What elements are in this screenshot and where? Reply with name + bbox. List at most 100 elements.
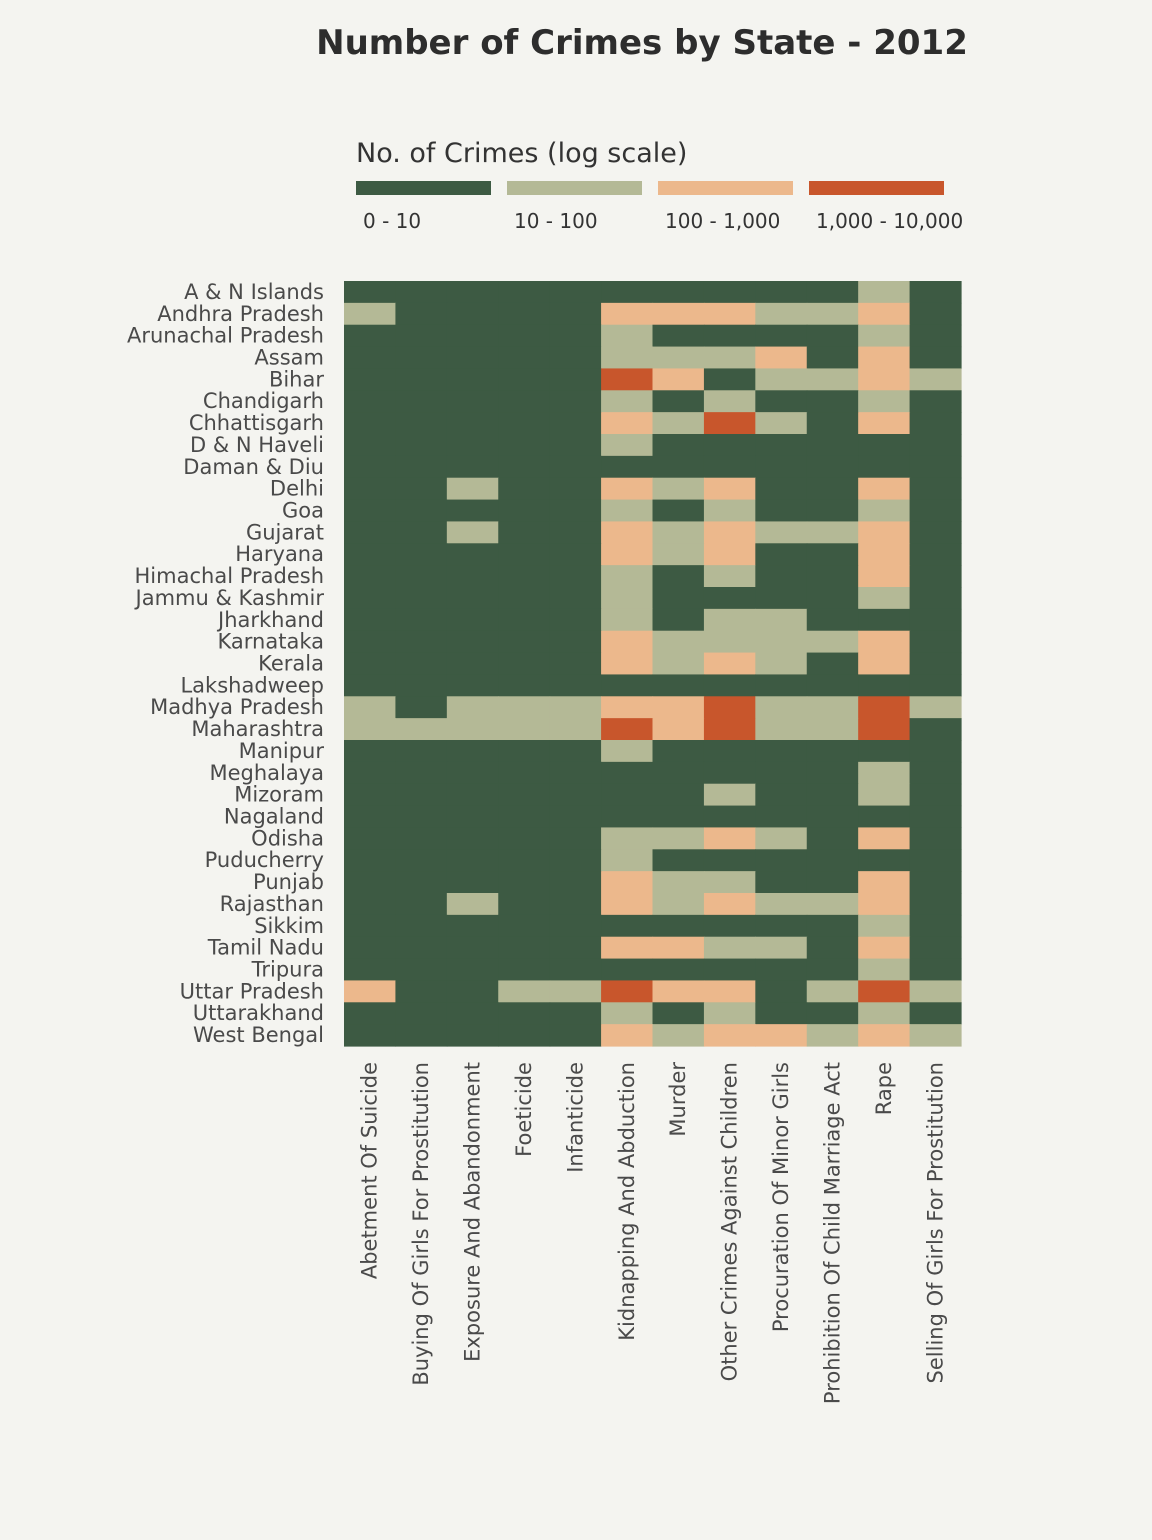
heatmap-cell-kerala-abetment-of-suicide [344,652,397,676]
heatmap-cell-nagaland-procuration-of-minor-girls [755,805,808,829]
heatmap-cell-tamil-nadu-procuration-of-minor-girls [755,936,808,960]
heatmap-cell-karnataka-murder [652,630,705,654]
heatmap-cell-tripura-rape [858,958,911,982]
heatmap-cell-lakshadweep-buying-of-girls-for-prostitution [395,674,448,697]
heatmap-cell-daman-and-diu-other-crimes-against-children [703,455,756,479]
heatmap-cell-daman-and-diu-selling-of-girls-for-prostitution [909,455,962,479]
heatmap-cell-jammu-and-kashmir-procuration-of-minor-girls [755,587,808,610]
heatmap-cell-andhra-pradesh-abetment-of-suicide [344,302,397,326]
heatmap-cell-odisha-prohibition-of-child-marriage-act [806,827,859,850]
heatmap-cell-chhattisgarh-selling-of-girls-for-prostitution [909,412,962,435]
heatmap-cell-goa-infanticide [549,499,602,523]
heatmap-cell-rajasthan-exposure-and-abandonment [446,893,499,916]
heatmap-cell-a-and-n-islands-murder [652,281,705,304]
heatmap-cell-odisha-selling-of-girls-for-prostitution [909,827,962,850]
legend-label-1: 10 - 100 [514,209,598,233]
heatmap-cell-uttarakhand-foeticide [498,1002,551,1025]
row-label-gujarat: Gujarat [246,520,324,544]
legend-swatch-0 [356,181,491,195]
heatmap-cell-west-bengal-procuration-of-minor-girls [755,1024,808,1047]
heatmap-cell-tripura-prohibition-of-child-marriage-act [806,958,859,982]
row-label-daman-and-diu: Daman & Diu [183,455,324,479]
heatmap-cell-punjab-prohibition-of-child-marriage-act [806,871,859,894]
heatmap-cell-gujarat-infanticide [549,521,602,544]
heatmap-cell-andhra-pradesh-exposure-and-abandonment [446,302,499,326]
heatmap-cell-chandigarh-other-crimes-against-children [703,390,756,413]
heatmap-cell-haryana-rape [858,543,911,566]
heatmap-cell-west-bengal-abetment-of-suicide [344,1024,397,1047]
heatmap-cell-meghalaya-buying-of-girls-for-prostitution [395,761,448,785]
heatmap-cell-punjab-rape [858,871,911,894]
heatmap-cell-d-and-n-haveli-selling-of-girls-for-prostitution [909,434,962,457]
heatmap-cell-kerala-procuration-of-minor-girls [755,652,808,676]
heatmap-cell-gujarat-selling-of-girls-for-prostitution [909,521,962,544]
heatmap-cell-daman-and-diu-buying-of-girls-for-prostitution [395,455,448,479]
heatmap-cell-chhattisgarh-other-crimes-against-children [703,412,756,435]
heatmap-cell-tripura-foeticide [498,958,551,982]
heatmap-cell-goa-exposure-and-abandonment [446,499,499,523]
heatmap-cell-andhra-pradesh-buying-of-girls-for-prostitution [395,302,448,326]
heatmap-cell-west-bengal-infanticide [549,1024,602,1047]
heatmap-cell-madhya-pradesh-procuration-of-minor-girls [755,696,808,719]
heatmap-cell-gujarat-prohibition-of-child-marriage-act [806,521,859,544]
heatmap-cell-chhattisgarh-prohibition-of-child-marriage-act [806,412,859,435]
heatmap-cell-tamil-nadu-selling-of-girls-for-prostitution [909,936,962,960]
heatmap-cell-nagaland-murder [652,805,705,829]
heatmap-cell-uttar-pradesh-other-crimes-against-children [703,980,756,1003]
heatmap-cell-assam-abetment-of-suicide [344,346,397,370]
heatmap-cell-lakshadweep-other-crimes-against-children [703,674,756,697]
heatmap-cell-himachal-pradesh-murder [652,565,705,588]
heatmap-cell-lakshadweep-selling-of-girls-for-prostitution [909,674,962,697]
heatmap-cell-uttarakhand-abetment-of-suicide [344,1002,397,1025]
heatmap-cell-nagaland-kidnapping-and-abduction [601,805,654,829]
heatmap-cell-west-bengal-buying-of-girls-for-prostitution [395,1024,448,1047]
heatmap-cell-jharkhand-foeticide [498,608,551,632]
heatmap-cell-tamil-nadu-infanticide [549,936,602,960]
heatmap-cell-madhya-pradesh-foeticide [498,696,551,719]
heatmap-cell-manipur-prohibition-of-child-marriage-act [806,740,859,763]
row-label-chandigarh: Chandigarh [203,389,324,413]
heatmap-cell-puducherry-selling-of-girls-for-prostitution [909,849,962,872]
heatmap-cell-jammu-and-kashmir-kidnapping-and-abduction [601,587,654,610]
heatmap-cell-daman-and-diu-murder [652,455,705,479]
heatmap-cell-a-and-n-islands-other-crimes-against-children [703,281,756,304]
heatmap-cell-himachal-pradesh-procuration-of-minor-girls [755,565,808,588]
heatmap-cell-tripura-kidnapping-and-abduction [601,958,654,982]
heatmap-cell-uttar-pradesh-procuration-of-minor-girls [755,980,808,1003]
heatmap-cell-puducherry-exposure-and-abandonment [446,849,499,872]
heatmap-cell-d-and-n-haveli-murder [652,434,705,457]
heatmap-cell-maharashtra-other-crimes-against-children [703,718,756,741]
heatmap-cell-delhi-infanticide [549,477,602,501]
heatmap-cell-rajasthan-abetment-of-suicide [344,893,397,916]
heatmap-cell-goa-abetment-of-suicide [344,499,397,523]
heatmap-cell-rajasthan-rape [858,893,911,916]
column-label-buying-of-girls-for-prostitution: Buying Of Girls For Prostitution [409,1062,433,1386]
column-label-procuration-of-minor-girls: Procuration Of Minor Girls [769,1062,793,1332]
heatmap-cell-himachal-pradesh-exposure-and-abandonment [446,565,499,588]
heatmap-cell-madhya-pradesh-prohibition-of-child-marriage-act [806,696,859,719]
legend-label-2: 100 - 1,000 [665,209,780,233]
heatmap-cell-gujarat-murder [652,521,705,544]
column-label-kidnapping-and-abduction: Kidnapping And Abduction [615,1062,639,1341]
row-label-jharkhand: Jharkhand [216,608,324,632]
heatmap-cell-goa-buying-of-girls-for-prostitution [395,499,448,523]
heatmap-cell-manipur-foeticide [498,740,551,763]
legend-title: No. of Crimes (log scale) [356,138,687,169]
heatmap-cell-delhi-selling-of-girls-for-prostitution [909,477,962,501]
row-label-arunachal-pradesh: Arunachal Pradesh [127,324,324,348]
heatmap-cell-mizoram-murder [652,783,705,807]
heatmap-cell-karnataka-infanticide [549,630,602,654]
heatmap-cell-andhra-pradesh-procuration-of-minor-girls [755,302,808,326]
heatmap-cell-madhya-pradesh-rape [858,696,911,719]
heatmap-cell-puducherry-abetment-of-suicide [344,849,397,872]
heatmap-cell-andhra-pradesh-foeticide [498,302,551,326]
heatmap-cell-tripura-procuration-of-minor-girls [755,958,808,982]
heatmap-cell-tamil-nadu-rape [858,936,911,960]
heatmap-cell-himachal-pradesh-rape [858,565,911,588]
heatmap-cell-chhattisgarh-abetment-of-suicide [344,412,397,435]
heatmap-cell-punjab-exposure-and-abandonment [446,871,499,894]
heatmap-cell-goa-murder [652,499,705,523]
heatmap-cell-haryana-infanticide [549,543,602,566]
row-label-mizoram: Mizoram [234,783,324,807]
